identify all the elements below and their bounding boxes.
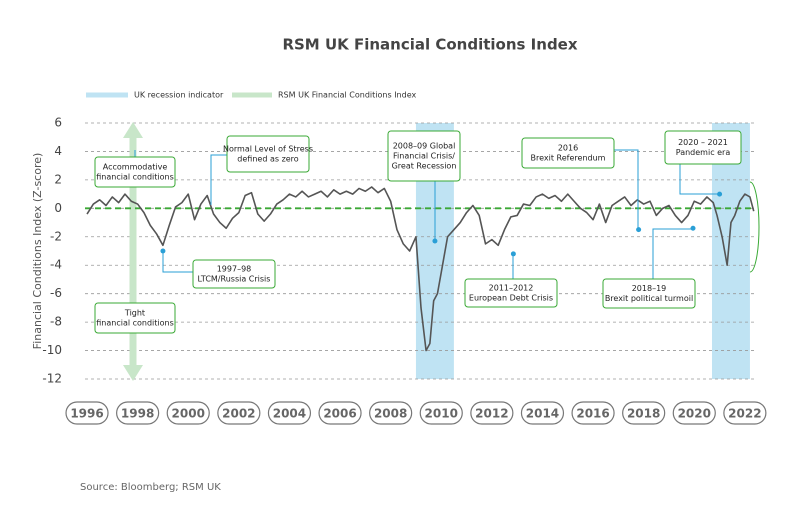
- x-tick-label: 2016: [576, 407, 609, 421]
- annotation-box: [192, 259, 276, 289]
- annotation-connector: [210, 154, 227, 205]
- source: Source: Bloomberg; RSM UK: [80, 482, 221, 493]
- series-line: [86, 186, 755, 352]
- x-tick-pill: [672, 401, 716, 425]
- annotation-box: [664, 130, 742, 165]
- x-tick-label: 1998: [121, 407, 154, 421]
- annotation-connector: [614, 149, 639, 230]
- y-tick-label: 2: [54, 172, 62, 186]
- annotation-text: 2018–19: [632, 284, 667, 293]
- x-tick-label: 2004: [273, 407, 306, 421]
- y-tick-label: -12: [42, 372, 62, 386]
- x-tick-pill: [116, 401, 160, 425]
- annotation-point: [160, 248, 166, 254]
- annotation-point: [510, 251, 516, 257]
- x-tick-label: 1996: [70, 407, 103, 421]
- y-tick-label: -6: [50, 286, 62, 300]
- annotation-text: Great Recession: [392, 162, 457, 171]
- annotation-point: [690, 225, 696, 231]
- x-tick-label: 2002: [222, 407, 255, 421]
- annotation-point: [636, 227, 642, 233]
- x-tick-label: 2022: [728, 407, 761, 421]
- annotation-text: Financial Crisis/: [393, 152, 455, 161]
- x-tick-label: 2010: [425, 407, 458, 421]
- annotation-point: [717, 191, 723, 197]
- annotation-text: Normal Level of Stress: [223, 145, 313, 154]
- x-tick-pill: [267, 401, 312, 425]
- y-tick-label: -4: [50, 258, 62, 272]
- x-tick-pill: [622, 401, 666, 425]
- legend-label: UK recession indicator: [134, 91, 224, 100]
- x-tick-label: 2014: [526, 407, 559, 421]
- x-tick-pill: [65, 401, 109, 425]
- x-tick-label: 2008: [374, 407, 407, 421]
- x-tick-pill: [217, 401, 261, 425]
- annotation-text: Accommodative: [103, 163, 168, 172]
- y-tick-label: -10: [42, 343, 62, 357]
- x-tick-pill: [318, 401, 362, 425]
- annotation-text: 2011–2012: [489, 284, 534, 293]
- annotation-text: Brexit political turmoil: [605, 294, 693, 303]
- annotation-text: 2016: [558, 144, 578, 153]
- x-tick-pill: [166, 401, 210, 425]
- x-tick-pill: [369, 401, 413, 425]
- annotation-connector: [679, 164, 720, 195]
- x-tick-label: 2018: [627, 407, 660, 421]
- y-tick-label: 0: [54, 201, 62, 215]
- annotation-text: 2020 – 2021: [678, 138, 728, 147]
- x-tick-label: 2000: [172, 407, 205, 421]
- annotation-text: European Debt Crisis: [469, 294, 553, 303]
- x-tick-pill: [571, 401, 615, 425]
- annotation-text: Tight: [124, 309, 145, 318]
- x-tick-pill: [520, 401, 565, 425]
- x-tick-pill: [723, 401, 767, 425]
- annotation-point: [432, 238, 438, 244]
- x-tick-label: 2020: [678, 407, 711, 421]
- x-tick-pill: [470, 401, 514, 425]
- annotation-box: [94, 156, 176, 188]
- y-tick-label: -8: [50, 315, 62, 329]
- annotation-connector: [652, 228, 693, 279]
- annotation-text: defined as zero: [237, 155, 299, 164]
- annotation-box: [387, 130, 461, 182]
- y-tick-label: -2: [50, 229, 62, 243]
- annotation-box: [521, 137, 615, 169]
- recession-band: [711, 123, 750, 379]
- x-tick-label: 2012: [475, 407, 508, 421]
- y-tick-label: 6: [54, 116, 62, 130]
- annotation-text: Pandemic era: [676, 148, 731, 157]
- annotation-text: Brexit Referendum: [531, 154, 606, 163]
- annotation-box: [94, 302, 176, 334]
- annotation-box: [602, 278, 696, 309]
- annotation-text: LTCM/Russia Crisis: [198, 275, 271, 284]
- chart-title: RSM UK Financial Conditions Index: [282, 36, 577, 54]
- annotation-box: [226, 135, 310, 173]
- legend-label: RSM UK Financial Conditions Index: [278, 91, 416, 100]
- y-axis-label: Financial Conditions Index (Z-score): [31, 153, 44, 350]
- annotation-box: [464, 278, 558, 308]
- y-tick-label: 4: [54, 144, 62, 158]
- x-tick-label: 2006: [323, 407, 356, 421]
- annotation-text: 2008–09 Global: [393, 142, 456, 151]
- annotation-text: financial conditions: [96, 173, 174, 182]
- annotation-text: financial conditions: [96, 319, 174, 328]
- annotation-connector: [162, 252, 193, 273]
- x-tick-pill: [419, 401, 463, 425]
- annotation-text: 1997–98: [217, 265, 252, 274]
